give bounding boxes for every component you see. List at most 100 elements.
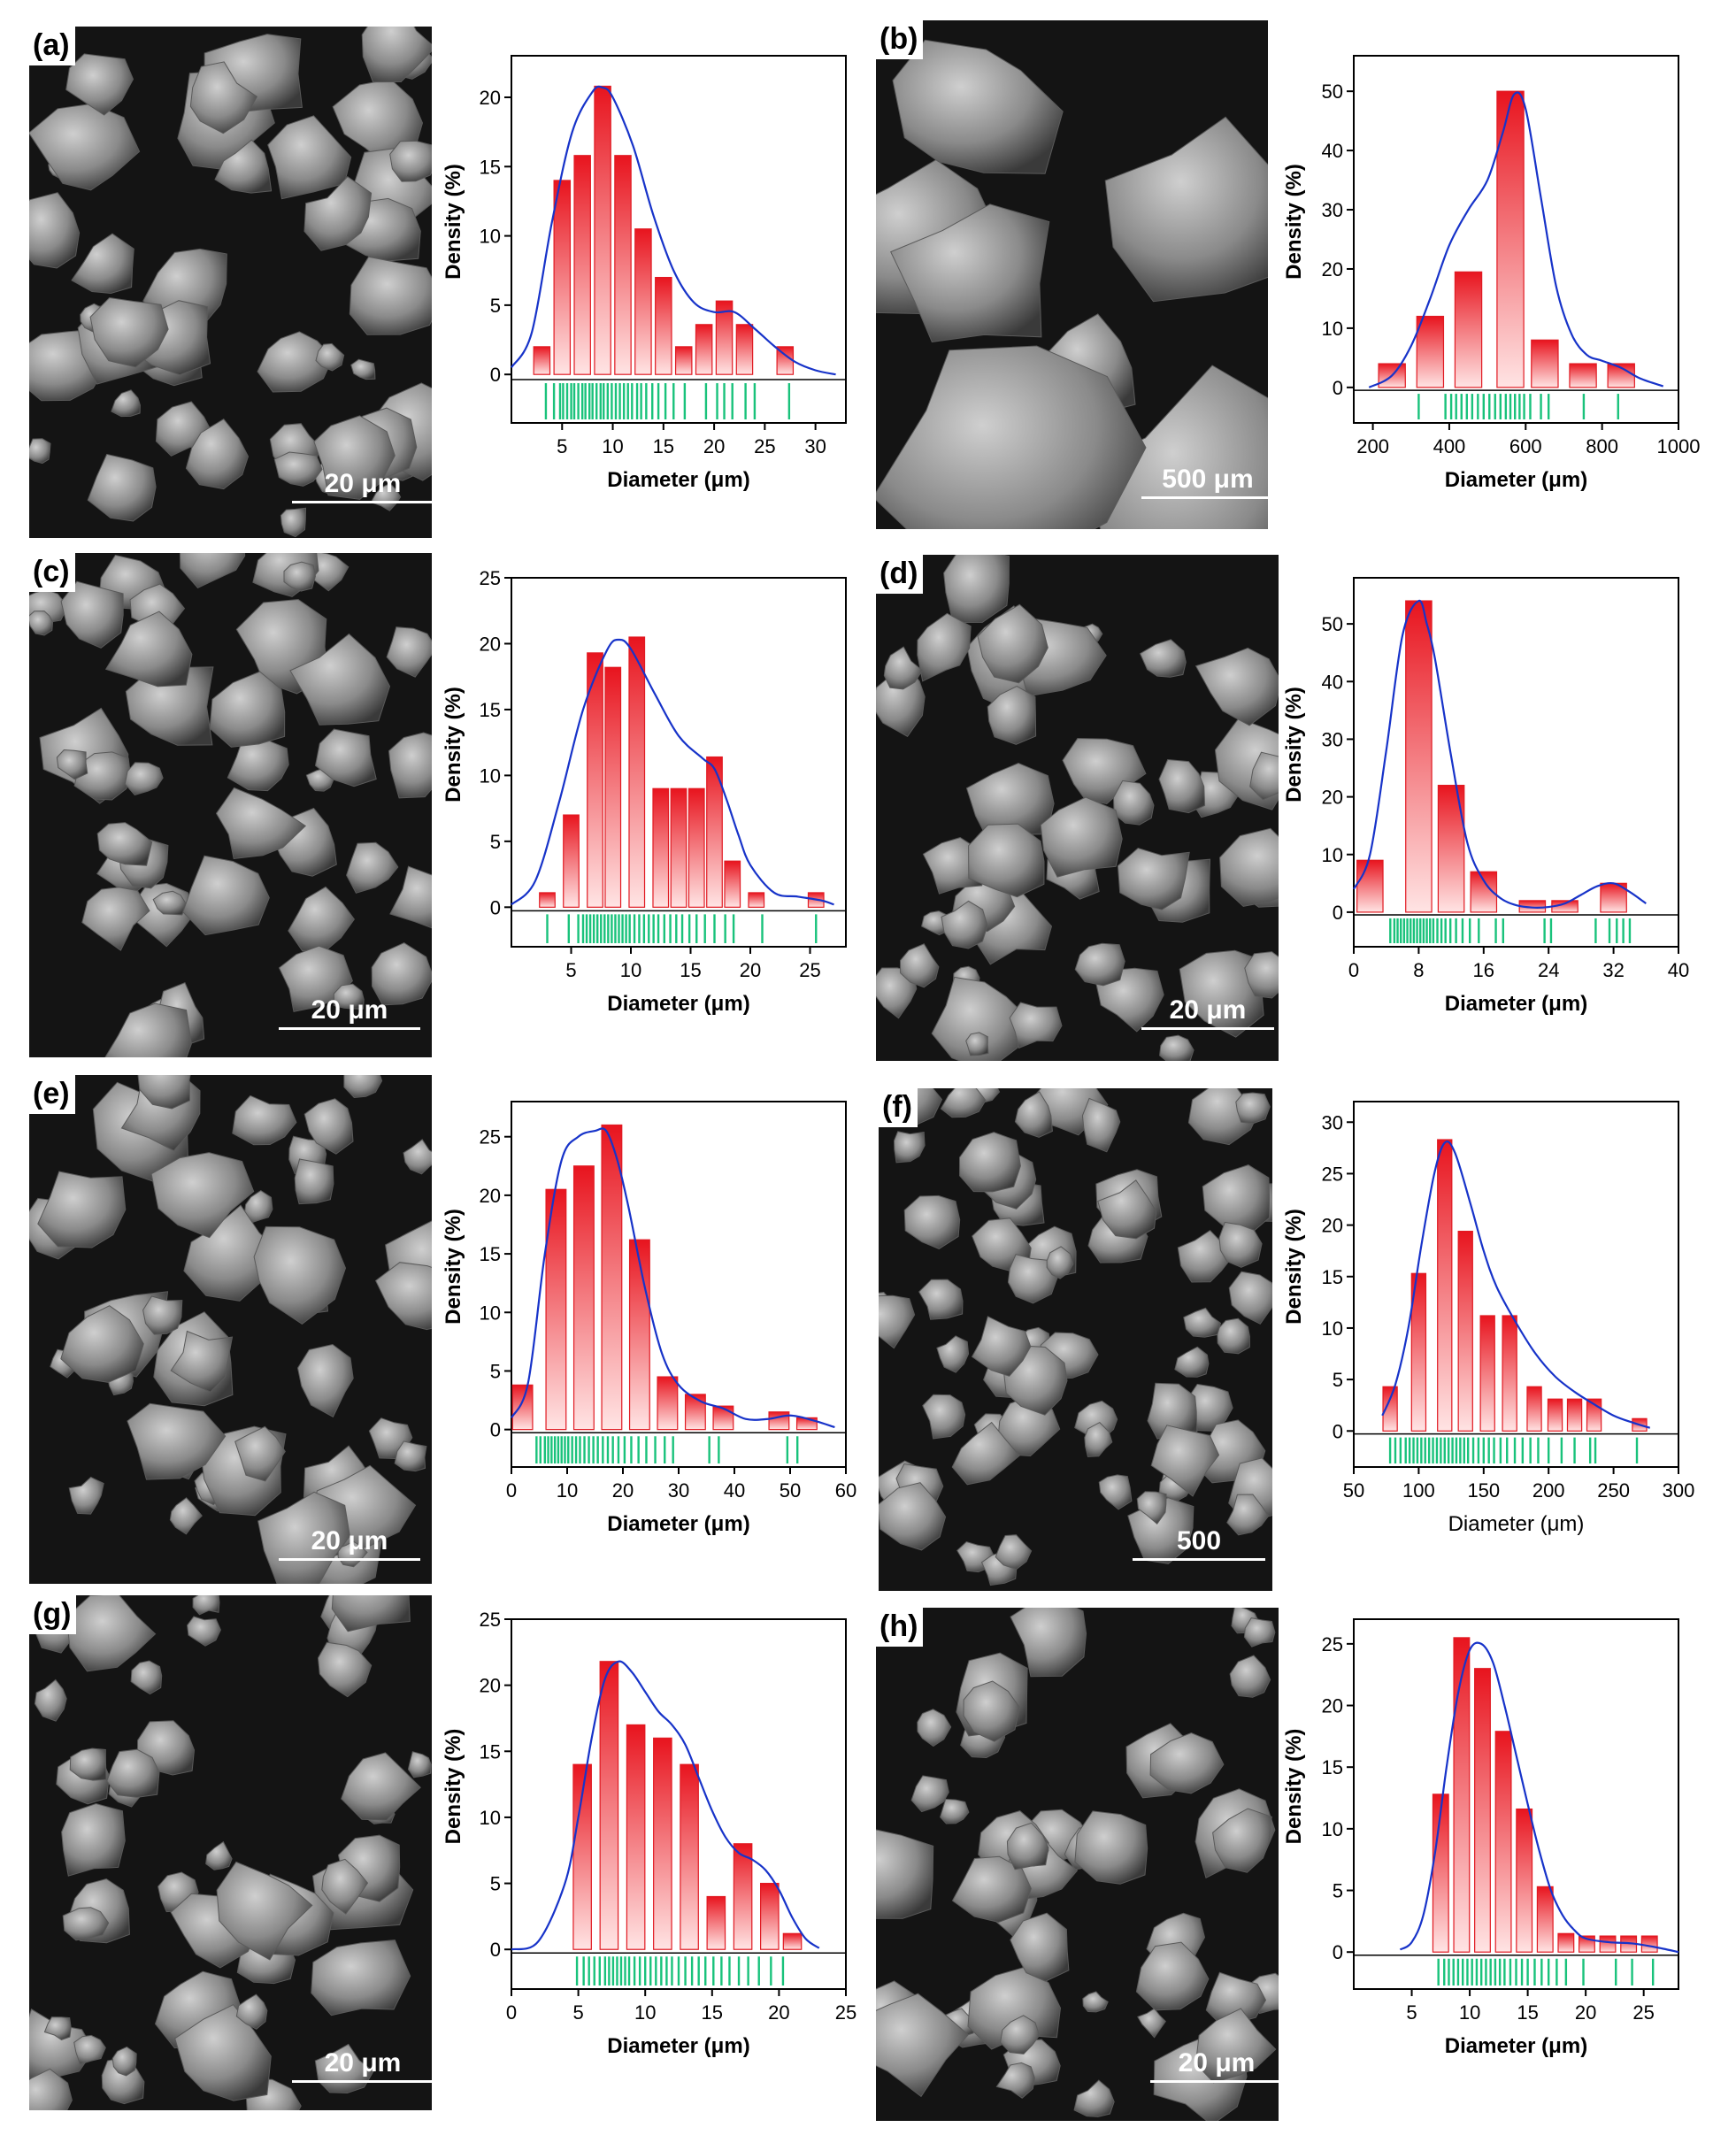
particle [333, 983, 365, 1010]
particle [1084, 1421, 1113, 1457]
particle [971, 1316, 1032, 1377]
particle [1217, 1317, 1250, 1355]
y-axis-label: Density (%) [442, 164, 465, 280]
particle [958, 1132, 1021, 1193]
plot-frame [1353, 577, 1679, 948]
particle [127, 1402, 227, 1480]
particle [968, 823, 1045, 898]
histogram-bar [1496, 90, 1525, 388]
particle [125, 666, 214, 746]
particle [96, 822, 153, 866]
x-tick-label: 5 [565, 959, 576, 981]
plot-frame [511, 55, 847, 424]
histogram-bar [1382, 1386, 1398, 1432]
scale-bar-line [1141, 496, 1268, 499]
particle [1135, 1941, 1210, 2011]
x-tick-label: 15 [1517, 2001, 1538, 2024]
y-tick-label: 15 [480, 156, 501, 178]
particle [189, 61, 258, 134]
histogram-bar [626, 1724, 646, 1950]
particle [1082, 1991, 1109, 2013]
particle [1243, 1617, 1276, 1648]
x-axis-label: Diameter (μm) [1445, 2034, 1587, 2058]
x-axis-label: Diameter (μm) [607, 992, 749, 1016]
particle [331, 1595, 411, 1632]
particle [1097, 1179, 1157, 1240]
particle [283, 561, 317, 592]
y-tick-label: 0 [1333, 377, 1343, 399]
x-tick-label: 25 [1632, 2001, 1654, 2024]
y-tick-label: 50 [1322, 613, 1343, 635]
plot-frame [1353, 1101, 1679, 1468]
x-axis-label: Diameter (μm) [1445, 992, 1587, 1016]
sem-particles-b [876, 39, 1268, 529]
particle [879, 1294, 916, 1349]
particle [169, 1497, 203, 1535]
scale-bar-f: 500 [1133, 1526, 1265, 1561]
particle [1228, 1271, 1272, 1325]
particle [892, 39, 1064, 174]
y-tick-label: 10 [1322, 1317, 1343, 1340]
histogram-bar [1479, 1315, 1495, 1432]
particle [311, 1939, 411, 2016]
y-tick-label: 25 [480, 567, 501, 589]
scale-bar-line [279, 1558, 420, 1561]
sem-micrograph-b: (b) 500 μm [876, 20, 1268, 529]
particle [43, 2016, 72, 2040]
particle [170, 1330, 234, 1393]
scale-bar-a: 20 μm [292, 469, 432, 503]
sem-micrograph-h: (h) 20 μm [876, 1608, 1279, 2121]
plot-frame [511, 1618, 847, 1990]
y-axis-label: Density (%) [442, 1209, 465, 1325]
scale-bar-text: 20 μm [311, 995, 388, 1025]
x-axis-label: Diameter (μm) [607, 468, 749, 492]
y-tick-label: 25 [480, 1609, 501, 1631]
particle [1074, 1810, 1148, 1885]
particle [1218, 1221, 1263, 1268]
histogram-bar [706, 756, 723, 908]
particle [243, 1190, 273, 1225]
y-tick-label: 5 [490, 831, 501, 853]
scale-bar-text: 20 μm [1178, 2048, 1256, 2078]
sem-micrograph-c: (c) 20 μm [29, 553, 432, 1057]
panel-label-b: (b) [876, 20, 924, 59]
histogram-chart-h: 5 10 15 20 25 0 5 10 15 20 25 Diameter (μm) Density … [1282, 1618, 1679, 2058]
density-curve [1381, 1141, 1651, 1429]
particle [899, 943, 940, 988]
histogram-bar [1536, 1886, 1554, 1953]
particle [81, 887, 150, 951]
histogram-bar [733, 1843, 753, 1950]
histogram-bar [1516, 1808, 1533, 1953]
particle [374, 1262, 432, 1331]
particle [389, 865, 432, 929]
x-tick-label: 5 [1406, 2001, 1417, 2024]
histogram-bar [1547, 1398, 1563, 1432]
panel-label-d: (d) [876, 555, 924, 594]
particle [1150, 1425, 1220, 1497]
x-tick-label: 16 [1473, 959, 1494, 981]
particle [918, 1279, 964, 1320]
particle [977, 603, 1049, 684]
particle [1179, 949, 1264, 1038]
histogram-bar [1566, 1398, 1583, 1432]
panel-label-g: (g) [29, 1595, 77, 1634]
x-tick-label: 10 [620, 959, 641, 981]
particle [227, 734, 289, 792]
particle [187, 1616, 221, 1647]
histogram-bar [634, 228, 652, 375]
particle [137, 1075, 191, 1110]
x-tick-label: 10 [557, 1479, 578, 1502]
histogram-bar [539, 892, 556, 908]
histogram-bar [655, 276, 672, 375]
sem-particles-g [29, 1595, 432, 2110]
scale-bar-text: 20 μm [1169, 995, 1247, 1025]
histogram-bar [628, 1239, 650, 1431]
particle [267, 115, 352, 200]
particle [65, 1595, 157, 1672]
x-tick-label: 600 [1509, 435, 1542, 457]
particle [341, 1752, 421, 1821]
particle [1073, 2079, 1115, 2117]
histogram-bar [653, 1737, 672, 1950]
scale-bar-line [292, 501, 432, 503]
particle [280, 507, 307, 538]
